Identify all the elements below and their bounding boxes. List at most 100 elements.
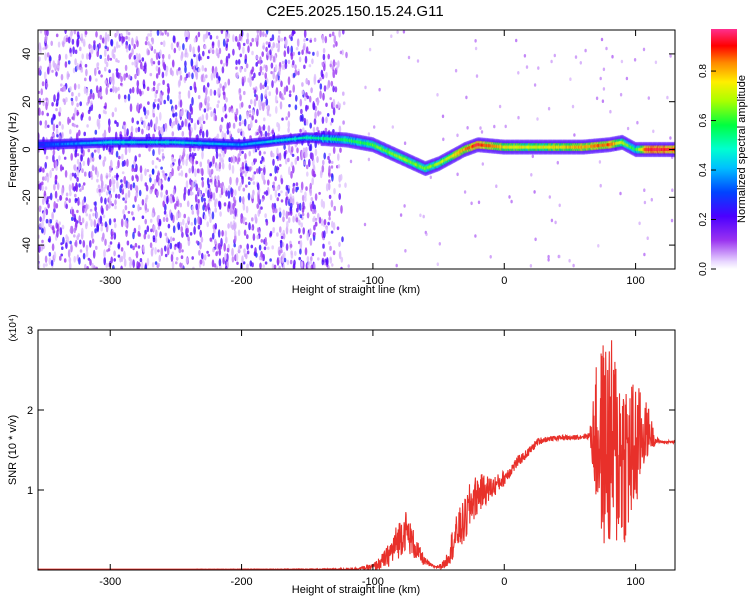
noise-cell: [65, 203, 68, 210]
noise-cell: [207, 32, 211, 36]
noise-cell: [312, 51, 315, 56]
noise-cell: [63, 156, 67, 160]
noise-cell: [243, 67, 247, 73]
y-tick-label: 2: [27, 405, 33, 417]
noise-cell: [74, 49, 78, 55]
noise-cell: [209, 194, 213, 199]
noise-cell: [319, 170, 323, 179]
noise-cell: [44, 175, 47, 181]
noise-cell: [210, 111, 213, 118]
noise-cell: [342, 101, 346, 106]
noise-cell: [203, 197, 206, 202]
noise-cell: [154, 122, 158, 131]
noise-cell: [195, 183, 198, 192]
noise-cell: [323, 218, 327, 226]
noise-cell: [234, 115, 238, 123]
noise-cell: [313, 173, 317, 178]
noise-cell: [171, 156, 174, 162]
noise-cell: [278, 207, 282, 212]
noise-cell: [74, 193, 77, 198]
colorbar-tick-label: 0.8: [698, 64, 709, 78]
noise-cell: [94, 228, 97, 234]
noise-cell: [126, 128, 129, 137]
noise-cell: [271, 245, 275, 250]
noise-cell: [43, 226, 46, 236]
noise-cell: [515, 38, 518, 43]
noise-cell: [208, 168, 212, 178]
noise-cell: [264, 72, 268, 79]
noise-cell: [241, 76, 245, 83]
noise-cell: [547, 106, 551, 111]
noise-cell: [131, 167, 134, 172]
noise-cell: [64, 30, 67, 35]
noise-cell: [220, 237, 223, 247]
noise-cell: [104, 238, 107, 246]
noise-cell: [259, 65, 263, 73]
noise-cell: [416, 59, 420, 63]
noise-cell: [187, 90, 191, 99]
noise-cell: [64, 53, 68, 60]
noise-cell: [300, 108, 303, 115]
noise-cell: [172, 237, 175, 242]
noise-cell: [227, 53, 231, 59]
noise-cell: [136, 40, 139, 48]
noise-cell: [252, 233, 256, 241]
noise-cell: [305, 104, 308, 112]
noise-cell: [154, 237, 158, 244]
noise-cell: [309, 122, 313, 129]
noise-cell: [265, 46, 268, 53]
noise-cell: [248, 113, 252, 118]
noise-cell: [71, 100, 74, 106]
noise-cell: [150, 57, 154, 67]
noise-cell: [213, 263, 217, 268]
noise-cell: [75, 124, 79, 128]
noise-cell: [151, 168, 155, 175]
noise-cell: [243, 90, 246, 96]
noise-cell: [119, 185, 122, 194]
noise-cell: [271, 80, 274, 89]
noise-cell: [292, 84, 296, 93]
noise-cell: [178, 158, 181, 167]
noise-cell: [261, 155, 264, 162]
noise-cell: [185, 158, 188, 167]
noise-cell: [263, 117, 266, 122]
noise-cell: [81, 185, 84, 191]
noise-cell: [274, 176, 277, 182]
x-tick-label: 0: [501, 576, 507, 588]
noise-cell: [169, 99, 173, 105]
noise-cell: [141, 65, 145, 70]
noise-cell: [260, 206, 263, 210]
noise-cell: [318, 191, 321, 195]
noise-cell: [144, 202, 148, 211]
noise-cell: [264, 213, 267, 219]
noise-cell: [321, 34, 325, 44]
noise-cell: [180, 54, 183, 61]
noise-cell: [255, 62, 258, 67]
noise-cell: [278, 265, 281, 269]
noise-cell: [197, 199, 200, 204]
noise-cell: [330, 160, 334, 164]
noise-cell: [338, 103, 342, 108]
noise-cell: [100, 184, 104, 193]
noise-cell: [203, 108, 207, 113]
noise-cell: [59, 164, 63, 172]
noise-cell: [289, 228, 293, 234]
noise-cell: [206, 55, 210, 60]
noise-cell: [281, 64, 285, 70]
noise-cell: [179, 125, 182, 130]
noise-cell: [140, 116, 143, 123]
noise-cell: [154, 247, 157, 255]
noise-cell: [49, 192, 53, 201]
noise-cell: [265, 220, 269, 226]
x-tick-label: -100: [362, 576, 384, 588]
noise-cell: [256, 108, 259, 117]
noise-cell: [176, 242, 180, 249]
noise-cell: [242, 170, 245, 174]
noise-cell: [117, 86, 120, 91]
noise-cell: [68, 198, 71, 204]
noise-cell: [285, 210, 289, 220]
noise-cell: [239, 94, 242, 101]
noise-cell: [106, 82, 110, 88]
noise-cell: [123, 250, 126, 260]
noise-cell: [118, 155, 121, 160]
